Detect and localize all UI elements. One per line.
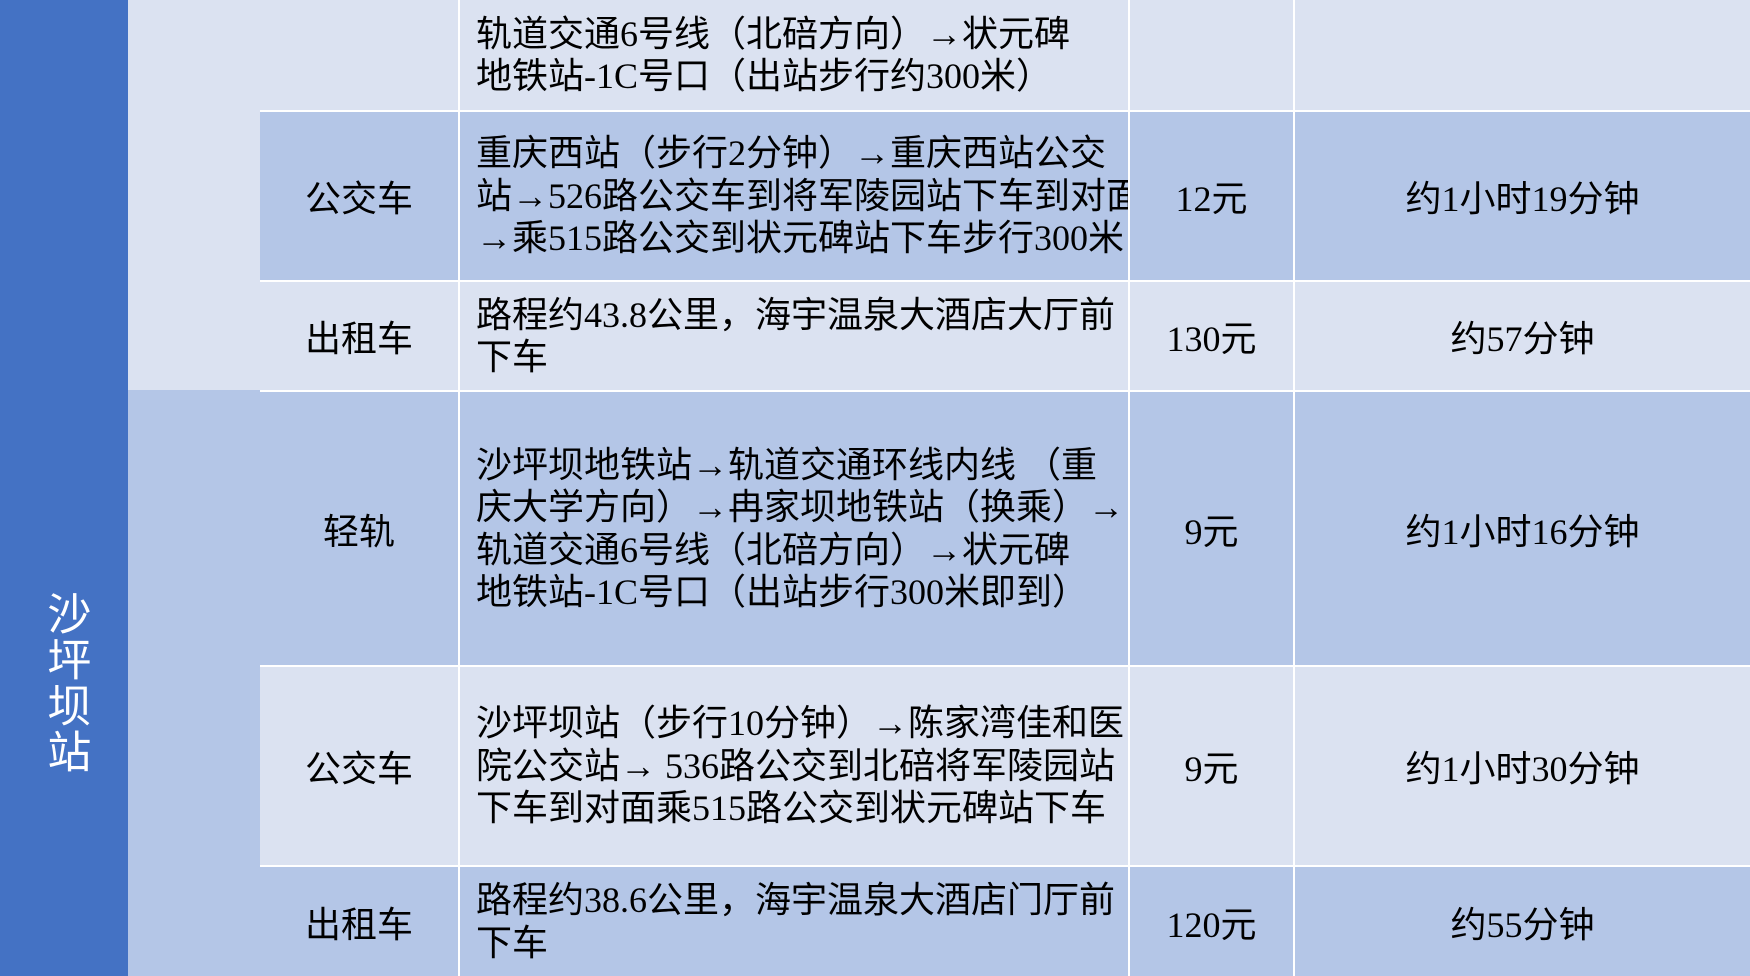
fare-value: 12元 bbox=[1175, 179, 1248, 219]
cell-duration: 约55分钟 bbox=[1295, 867, 1750, 976]
cell-route-description: 重庆西站（步行2分钟）→重庆西站公交 站→526路公交车到将军陵园站下车到对面 →乘… bbox=[460, 112, 1130, 280]
spacer-column-lower bbox=[128, 390, 260, 976]
route-line: 站→526路公交车到将军陵园站下车到对面 bbox=[476, 175, 1130, 216]
route-line: 路程约38.6公里，海宇温泉大酒店门厅前 bbox=[476, 880, 1116, 921]
cell-transport-mode: 公交车 bbox=[260, 112, 460, 280]
route-line: 院公交站→ 536路公交到北碚将军陵园站 bbox=[476, 745, 1116, 786]
duration-value: 约1小时16分钟 bbox=[1405, 511, 1640, 552]
duration-value: 约55分钟 bbox=[1450, 904, 1595, 945]
transport-mode-label: 公交车 bbox=[304, 749, 413, 789]
transport-mode-label: 出租车 bbox=[304, 904, 413, 945]
cell-duration: 约1小时30分钟 bbox=[1295, 667, 1750, 865]
route-line-group: 轨道交通6号线（北碚方向）→状元碑 地铁站-1C号口（出站步行约300米） bbox=[476, 13, 1114, 98]
table-row: 出租车 路程约43.8公里，海宇温泉大酒店大厅前 下车 130元 约57分钟 bbox=[260, 280, 1750, 390]
cell-route-description: 沙坪坝站（步行10分钟）→陈家湾佳和医 院公交站→ 536路公交到北碚将军陵园站下… bbox=[460, 667, 1130, 865]
table-row: 轻轨 沙坪坝地铁站→轨道交通环线内线 （重 庆大学方向）→冉家坝地铁站（换乘）→ 轨道… bbox=[260, 390, 1750, 665]
route-line: 轨道交通6号线（北碚方向）→状元碑 bbox=[476, 13, 1071, 54]
cell-fare: 9元 bbox=[1130, 392, 1295, 665]
cell-transport-mode: 出租车 bbox=[260, 867, 460, 976]
transport-mode-label: 出租车 bbox=[304, 319, 413, 359]
cell-fare bbox=[1130, 0, 1295, 110]
fare-value: 9元 bbox=[1184, 511, 1239, 552]
table-row: 公交车 重庆西站（步行2分钟）→重庆西站公交 站→526路公交车到将军陵园站下车到对… bbox=[260, 110, 1750, 280]
cell-fare: 12元 bbox=[1130, 112, 1295, 280]
cell-route-description: 轨道交通6号线（北碚方向）→状元碑 地铁站-1C号口（出站步行约300米） bbox=[460, 0, 1130, 110]
route-line: 地铁站-1C号口（出站步行约300米） bbox=[476, 56, 1053, 96]
fare-value: 130元 bbox=[1166, 319, 1257, 359]
cell-transport-mode bbox=[260, 0, 460, 110]
route-line: 重庆西站（步行2分钟）→重庆西站公交 bbox=[476, 133, 1107, 174]
cell-route-description: 沙坪坝地铁站→轨道交通环线内线 （重 庆大学方向）→冉家坝地铁站（换乘）→ 轨道交通… bbox=[460, 392, 1130, 665]
table-row: 轨道交通6号线（北碚方向）→状元碑 地铁站-1C号口（出站步行约300米） bbox=[260, 0, 1750, 110]
transport-mode-label: 公交车 bbox=[304, 179, 413, 219]
cell-fare: 130元 bbox=[1130, 282, 1295, 390]
duration-value: 约1小时19分钟 bbox=[1405, 179, 1640, 219]
cell-duration: 约1小时16分钟 bbox=[1295, 392, 1750, 665]
duration-value: 约57分钟 bbox=[1450, 319, 1595, 359]
cell-fare: 9元 bbox=[1130, 667, 1295, 865]
transport-mode-label: 轻轨 bbox=[322, 511, 395, 552]
spacer-column-upper bbox=[128, 0, 260, 390]
route-line-group: 沙坪坝站（步行10分钟）→陈家湾佳和医 院公交站→ 536路公交到北碚将军陵园站下… bbox=[476, 702, 1125, 829]
station-band-empty bbox=[0, 0, 128, 390]
cell-transport-mode: 出租车 bbox=[260, 282, 460, 390]
route-line: 下车到对面乘515路公交到状元碑站下车 bbox=[476, 788, 1107, 829]
route-line: →乘515路公交到状元碑站下车步行300米 bbox=[476, 218, 1125, 259]
route-line-group: 重庆西站（步行2分钟）→重庆西站公交 站→526路公交车到将军陵园站下车到对面 →乘… bbox=[476, 132, 1130, 259]
route-line-group: 路程约38.6公里，海宇温泉大酒店门厅前 下车 bbox=[476, 879, 1116, 964]
route-line: 沙坪坝地铁站→轨道交通环线内线 （重 bbox=[476, 444, 1098, 485]
table-row: 出租车 路程约38.6公里，海宇温泉大酒店门厅前 下车 120元 约55分钟 bbox=[260, 865, 1750, 976]
route-line-group: 路程约43.8公里，海宇温泉大酒店大厅前 下车 bbox=[476, 294, 1116, 379]
cell-route-description: 路程约38.6公里，海宇温泉大酒店门厅前 下车 bbox=[460, 867, 1130, 976]
station-band-label-shapingba: 沙坪坝站 bbox=[40, 591, 90, 775]
cell-transport-mode: 公交车 bbox=[260, 667, 460, 865]
cell-duration bbox=[1295, 0, 1750, 110]
route-line: 沙坪坝站（步行10分钟）→陈家湾佳和医 bbox=[476, 703, 1125, 744]
cell-route-description: 路程约43.8公里，海宇温泉大酒店大厅前 下车 bbox=[460, 282, 1130, 390]
route-line: 路程约43.8公里，海宇温泉大酒店大厅前 bbox=[476, 294, 1116, 335]
table-row: 公交车 沙坪坝站（步行10分钟）→陈家湾佳和医 院公交站→ 536路公交到北碚将军陵… bbox=[260, 665, 1750, 865]
station-band-shapingba: 沙坪坝站 bbox=[0, 390, 128, 976]
route-line: 轨道交通6号线（北碚方向）→状元碑 bbox=[476, 529, 1071, 570]
fare-value: 9元 bbox=[1184, 749, 1239, 789]
cell-transport-mode: 轻轨 bbox=[260, 392, 460, 665]
routes-grid: 轨道交通6号线（北碚方向）→状元碑 地铁站-1C号口（出站步行约300米） 公交车 重… bbox=[260, 0, 1750, 976]
route-line: 下车 bbox=[476, 337, 549, 377]
route-line: 下车 bbox=[476, 922, 549, 963]
cell-duration: 约57分钟 bbox=[1295, 282, 1750, 390]
cell-duration: 约1小时19分钟 bbox=[1295, 112, 1750, 280]
duration-value: 约1小时30分钟 bbox=[1405, 749, 1640, 789]
cell-fare: 120元 bbox=[1130, 867, 1295, 976]
fare-value: 120元 bbox=[1166, 904, 1257, 945]
route-line: 庆大学方向）→冉家坝地铁站（换乘）→ bbox=[476, 487, 1125, 528]
route-line-group: 沙坪坝地铁站→轨道交通环线内线 （重 庆大学方向）→冉家坝地铁站（换乘）→ 轨道交通… bbox=[476, 444, 1125, 614]
route-line: 地铁站-1C号口（出站步行300米即到） bbox=[476, 571, 1089, 612]
